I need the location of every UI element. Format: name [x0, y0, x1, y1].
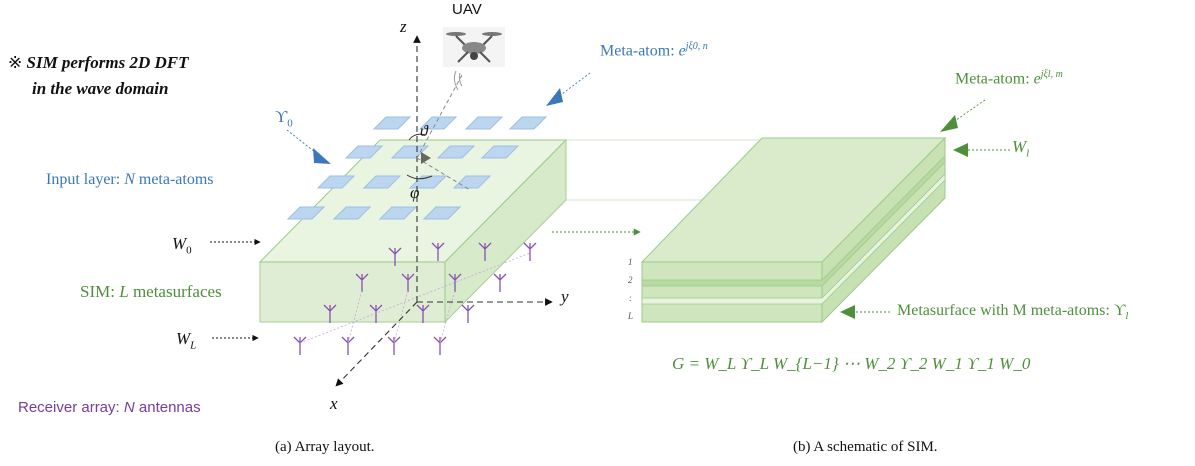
input-layer-meta-atoms — [286, 116, 548, 220]
axis-y-label: y — [561, 287, 569, 306]
theta-label: ϑ — [420, 123, 428, 140]
phi-label: φ — [410, 183, 420, 202]
meta-atom-arrow-head — [546, 88, 563, 106]
metasurface-label: Metasurface with M meta-atoms: ϒl — [897, 302, 1129, 323]
uav-drone-icon — [443, 27, 505, 67]
coordinate-axes — [335, 35, 553, 387]
upsilon0-label: ϒ0 — [275, 107, 293, 130]
wl-label: WL — [176, 329, 197, 352]
uav-ray — [416, 74, 471, 191]
layer-1-label: 1 — [628, 257, 633, 267]
caption-a: (a) Array layout. — [275, 439, 375, 455]
right-sim-block — [640, 136, 947, 324]
left-meta-atom-label: Meta-atom: ejξ0, n — [600, 41, 708, 60]
note-symbol: ※ — [8, 53, 23, 72]
left-sim-slab — [258, 138, 940, 324]
right-wl-label: Wl — [1012, 137, 1030, 160]
receiver-array-label: Receiver array: N antennas — [18, 399, 201, 416]
sim-label: SIM: L metasurfaces — [80, 282, 222, 301]
pointer-arrows — [210, 238, 261, 342]
signal-waves-icon — [453, 70, 463, 91]
axis-x-label: x — [330, 394, 338, 413]
note-line2: in the wave domain — [32, 79, 169, 98]
transfer-equation: G = W_L ϒ_L W_{L−1} ⋯ W_2 ϒ_2 W_1 ϒ_1 W_… — [672, 354, 1031, 373]
note-line1: ※ SIM performs 2D DFT — [8, 53, 189, 72]
receiver-grid-lines — [299, 252, 531, 344]
layer-L-label: L — [628, 311, 634, 321]
caption-b: (b) A schematic of SIM. — [793, 439, 938, 455]
right-meta-atom-label: Meta-atom: ejξl, m — [955, 69, 1063, 88]
input-layer-label: Input layer: N meta-atoms — [46, 171, 214, 188]
ray-arrow-head — [421, 152, 431, 164]
angle-marks — [406, 133, 433, 180]
layer-dots-label: : — [629, 293, 632, 303]
axis-z-label: z — [400, 17, 407, 36]
right-meta-atom-arrow-head — [940, 115, 958, 132]
w0-label: W0 — [172, 234, 192, 257]
upsilon0-arrow-head — [313, 148, 331, 164]
uav-label: UAV — [452, 1, 482, 18]
metasurface-arrow-head — [840, 305, 855, 319]
right-wl-arrow-head — [953, 143, 968, 157]
layer-2-label: 2 — [628, 275, 633, 285]
